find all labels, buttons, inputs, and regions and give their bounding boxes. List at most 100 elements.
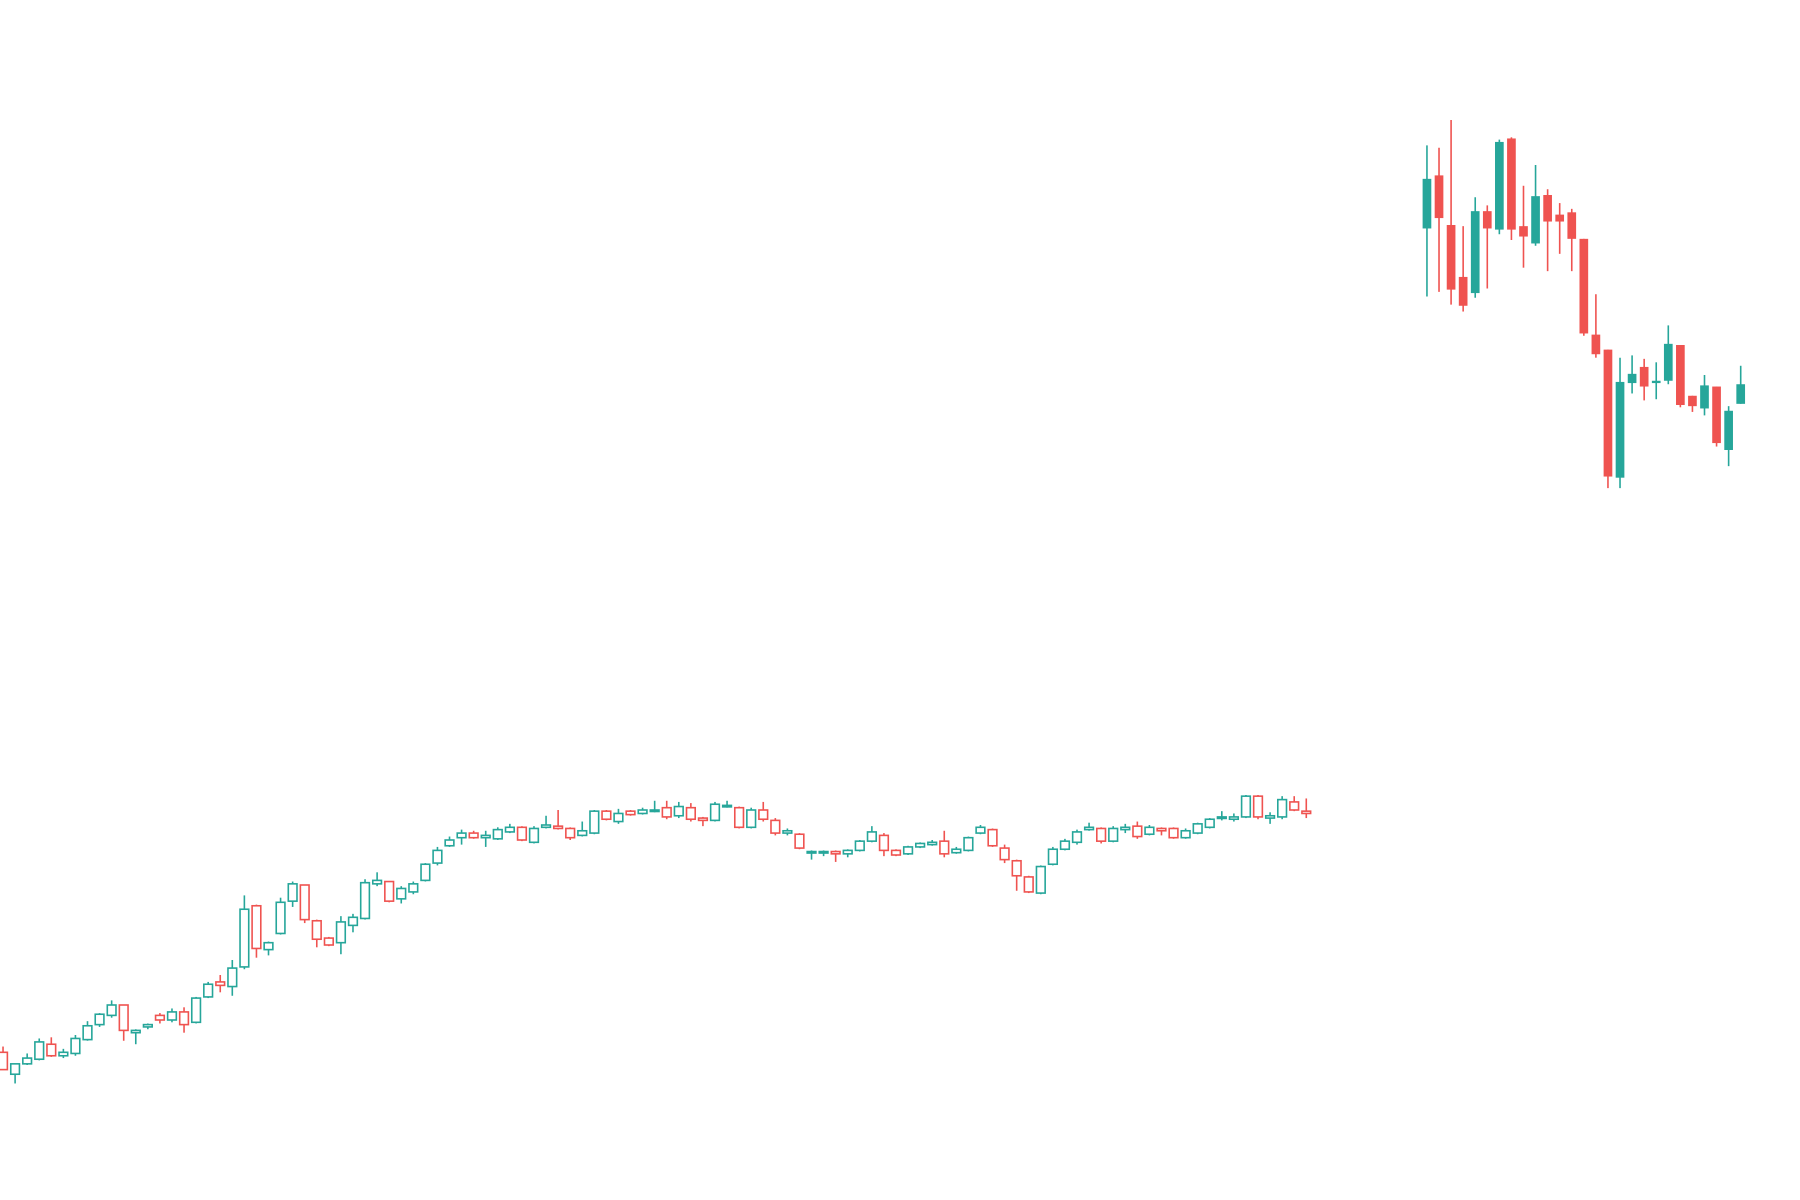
candle-body bbox=[287, 883, 298, 902]
candle-body bbox=[1132, 825, 1143, 838]
candle-body bbox=[371, 879, 383, 885]
candle-body bbox=[987, 828, 998, 847]
candle-body bbox=[758, 809, 769, 821]
candle-body bbox=[1252, 795, 1264, 818]
candle-body bbox=[1470, 211, 1480, 294]
candle-body bbox=[408, 883, 419, 893]
candle-body bbox=[0, 1051, 9, 1071]
candle-body bbox=[203, 983, 214, 998]
candle-body bbox=[1531, 196, 1540, 244]
candle-body bbox=[577, 829, 588, 837]
candle-body bbox=[975, 826, 986, 834]
candle-body bbox=[589, 810, 600, 834]
candle-body bbox=[999, 847, 1010, 861]
candle-body bbox=[323, 937, 334, 946]
candle-body bbox=[1663, 343, 1673, 381]
candle-body bbox=[625, 810, 636, 816]
candle-body bbox=[227, 967, 238, 988]
candle-body bbox=[649, 809, 660, 813]
candle-body bbox=[432, 849, 443, 864]
candle-body bbox=[1144, 826, 1155, 836]
candle-body bbox=[552, 825, 564, 830]
candle-body bbox=[9, 1063, 21, 1076]
candle-body bbox=[1059, 840, 1071, 851]
candle-body bbox=[275, 901, 286, 935]
candle-body bbox=[806, 850, 817, 854]
candle-body bbox=[1519, 226, 1528, 237]
candle-body bbox=[1615, 381, 1625, 478]
candle-body bbox=[1700, 385, 1709, 409]
candle-body bbox=[420, 863, 431, 882]
candle-body bbox=[1458, 276, 1468, 306]
candle-body bbox=[661, 806, 672, 818]
candle-body bbox=[733, 806, 745, 829]
candle-body bbox=[82, 1024, 93, 1041]
candle-body bbox=[1011, 859, 1022, 877]
candle-body bbox=[384, 880, 395, 902]
candle-body bbox=[1724, 410, 1733, 450]
candle-body bbox=[528, 827, 540, 844]
candle-body bbox=[480, 834, 491, 839]
candle-body bbox=[1446, 225, 1456, 290]
candle-body bbox=[396, 887, 407, 900]
candle-body bbox=[1579, 238, 1589, 334]
candle-body bbox=[540, 824, 552, 829]
candle-body bbox=[299, 884, 310, 921]
candle-body bbox=[456, 832, 467, 839]
candle-body bbox=[94, 1013, 105, 1026]
candle-body bbox=[842, 849, 853, 855]
candle-body bbox=[70, 1037, 81, 1055]
candle-body bbox=[601, 810, 612, 821]
candle-body bbox=[1264, 814, 1276, 819]
candle-body bbox=[311, 919, 322, 941]
candle-body bbox=[1422, 178, 1432, 229]
candle-body bbox=[34, 1041, 45, 1061]
candle-body bbox=[142, 1023, 153, 1028]
candle-body bbox=[130, 1029, 141, 1034]
candle-body bbox=[166, 1011, 178, 1021]
candle-body bbox=[492, 828, 503, 840]
candle-body bbox=[709, 803, 721, 822]
candle-body bbox=[1168, 827, 1179, 839]
candle-body bbox=[770, 819, 781, 834]
candle-body bbox=[46, 1043, 57, 1057]
candle-body bbox=[890, 849, 902, 856]
candle-body bbox=[154, 1014, 166, 1021]
candle-body bbox=[830, 850, 841, 855]
candle-body bbox=[1108, 827, 1119, 842]
candle-body bbox=[794, 833, 805, 849]
candle-body bbox=[1567, 212, 1577, 239]
candle-body bbox=[239, 908, 250, 968]
candle-body bbox=[1047, 848, 1059, 866]
candle-body bbox=[1180, 829, 1191, 839]
candle-body bbox=[1192, 823, 1203, 834]
candle-body bbox=[251, 904, 262, 950]
candle-body bbox=[1156, 827, 1167, 832]
candle-body bbox=[782, 829, 793, 834]
candle-body bbox=[1639, 366, 1649, 387]
candle-body bbox=[721, 804, 733, 808]
candle-body bbox=[1023, 876, 1034, 893]
candle-body bbox=[878, 834, 890, 852]
candle-body bbox=[746, 809, 757, 829]
candle-body bbox=[939, 840, 950, 855]
candle-body bbox=[902, 846, 914, 855]
candle-body bbox=[866, 831, 878, 842]
candle-body bbox=[190, 997, 202, 1024]
candle-body bbox=[1495, 141, 1504, 230]
candle-body bbox=[565, 827, 576, 839]
candle-body bbox=[1289, 801, 1300, 811]
candle-body bbox=[637, 809, 648, 815]
candle-body bbox=[468, 832, 479, 839]
candle-body bbox=[215, 981, 226, 987]
candle-body bbox=[504, 826, 515, 833]
candle-body bbox=[1651, 380, 1661, 384]
candle-body bbox=[359, 881, 371, 920]
candle-body bbox=[1035, 865, 1046, 894]
candle-body bbox=[1627, 373, 1637, 384]
candle-body bbox=[1240, 795, 1252, 818]
candle-body bbox=[1228, 816, 1240, 821]
candle-body bbox=[818, 850, 829, 854]
